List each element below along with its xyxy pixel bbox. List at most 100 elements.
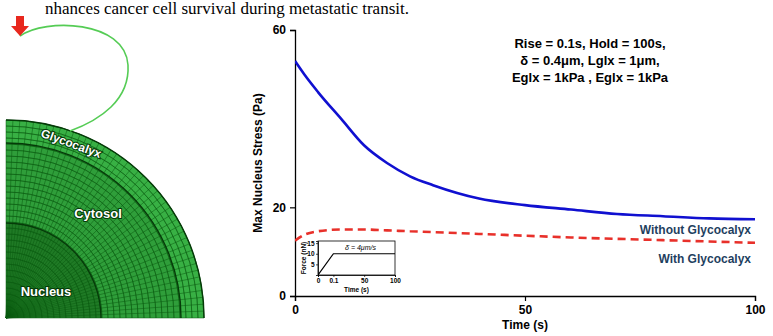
tick-mark bbox=[755, 296, 756, 301]
tick-label: 60 bbox=[273, 23, 287, 37]
tick: 20 bbox=[273, 201, 295, 215]
mesh-line bbox=[6, 237, 187, 318]
region-label: Nucleus bbox=[21, 284, 72, 299]
mesh-line bbox=[6, 120, 204, 318]
force-path bbox=[20, 25, 128, 131]
region-label: Cytosol bbox=[74, 206, 122, 221]
tick-mark bbox=[290, 207, 295, 208]
tick-label: 100 bbox=[745, 303, 765, 317]
mesh-line bbox=[6, 234, 90, 318]
region-boundary bbox=[6, 120, 204, 318]
axis-line bbox=[316, 242, 319, 276]
tick-label: 0.1 bbox=[329, 277, 338, 284]
y-axis-title: Max Nucleus Stress (Pa) bbox=[251, 93, 265, 232]
tick-mark bbox=[316, 264, 318, 265]
mesh-line bbox=[6, 297, 203, 318]
mesh-line bbox=[6, 202, 166, 318]
y-axis: 0 20 60 bbox=[273, 23, 296, 303]
tick: 0 bbox=[279, 289, 295, 303]
annotation: Rise = 0.1s, Hold = 100s, bbox=[514, 36, 665, 51]
tick-mark bbox=[316, 254, 318, 255]
mesh-line bbox=[6, 192, 132, 318]
tick-mark bbox=[290, 30, 295, 31]
axis-line bbox=[290, 31, 296, 297]
mesh-line bbox=[6, 126, 198, 318]
mesh-line bbox=[6, 174, 150, 318]
mesh-line bbox=[6, 180, 144, 318]
tick-label: 0 bbox=[279, 289, 286, 303]
annotation: δ = 0.4μm, Lglx = 1μm, bbox=[520, 53, 659, 68]
mesh-line bbox=[6, 138, 186, 318]
mesh-line bbox=[6, 176, 144, 318]
tick-label: 100 bbox=[390, 277, 401, 284]
series-label: With Glycocalyx bbox=[658, 252, 751, 266]
mesh-line bbox=[6, 312, 12, 318]
series-line bbox=[318, 254, 395, 275]
mesh-line bbox=[6, 171, 138, 318]
tick: 50 bbox=[519, 296, 533, 317]
tick: 0 bbox=[317, 275, 321, 284]
mesh-line bbox=[6, 158, 122, 318]
series-label: Without Glycocalyx bbox=[640, 223, 752, 237]
tick: 5 bbox=[311, 261, 318, 268]
tick-label: 15 bbox=[307, 240, 315, 247]
mesh-line bbox=[6, 198, 126, 318]
axis-line bbox=[296, 297, 756, 302]
mesh-line bbox=[6, 120, 7, 318]
mesh-line bbox=[6, 150, 174, 318]
series-line bbox=[295, 61, 755, 219]
mesh-lines bbox=[6, 120, 204, 318]
tick: 50 bbox=[361, 275, 369, 284]
tick: 15 bbox=[307, 240, 318, 247]
tick: 100 bbox=[390, 275, 401, 284]
tick-label: 0 bbox=[292, 303, 299, 317]
mesh-line bbox=[6, 225, 181, 318]
mesh-line bbox=[6, 186, 138, 318]
tick: 100 bbox=[745, 296, 765, 317]
region-label: Glycocalyx bbox=[39, 126, 104, 161]
inset-x-title: Time (s) bbox=[344, 286, 369, 294]
mesh-line bbox=[6, 132, 74, 318]
mesh-line bbox=[6, 306, 18, 318]
tick-mark bbox=[316, 243, 318, 244]
inset-annotation: δ̇ = 4μm/s bbox=[345, 244, 376, 252]
glycocalyx-region bbox=[6, 120, 204, 318]
mesh-line bbox=[6, 300, 24, 318]
mesh-line bbox=[6, 162, 162, 318]
tick-label: 20 bbox=[273, 201, 287, 215]
tick: 10 bbox=[307, 250, 318, 257]
x-axis: 0 50 100 bbox=[292, 296, 766, 317]
inset-frame bbox=[318, 241, 395, 275]
tick-label: 50 bbox=[361, 277, 369, 284]
mesh-line bbox=[6, 277, 200, 318]
y-axis: 5 10 15 bbox=[307, 240, 318, 276]
region-boundary bbox=[6, 143, 181, 318]
mesh-line bbox=[6, 252, 72, 318]
annotation: Eglx = 1kPa , Eglx = 1kPa bbox=[512, 70, 669, 85]
region-boundary bbox=[6, 223, 101, 318]
mesh-line bbox=[6, 168, 156, 318]
mesh-line bbox=[6, 196, 162, 318]
figure: nhances cancer cell survival during meta… bbox=[0, 0, 773, 336]
tick-label: 0 bbox=[317, 277, 321, 284]
mesh-line bbox=[6, 213, 174, 318]
plot-area bbox=[295, 61, 755, 243]
tick-label: 10 bbox=[307, 250, 315, 257]
mesh-line bbox=[6, 204, 120, 318]
x-axis: 0 0.1 50 100 bbox=[317, 275, 402, 284]
mesh-line bbox=[6, 132, 192, 318]
mesh-line bbox=[6, 144, 180, 318]
mesh-line bbox=[6, 270, 198, 318]
tick-mark bbox=[290, 296, 295, 297]
mesh-line bbox=[6, 162, 128, 318]
mesh-line bbox=[6, 246, 78, 318]
tick-label: 5 bbox=[311, 261, 315, 268]
mesh-line bbox=[6, 137, 87, 318]
mesh-line bbox=[6, 240, 84, 318]
mesh-diagram: Glycocalyx Cytosol Nucleus bbox=[6, 16, 204, 318]
mesh-line bbox=[6, 210, 114, 318]
inset-plot-area bbox=[318, 254, 395, 275]
mesh-line bbox=[6, 318, 204, 319]
mesh-line bbox=[6, 216, 108, 318]
tick: 60 bbox=[273, 23, 295, 37]
